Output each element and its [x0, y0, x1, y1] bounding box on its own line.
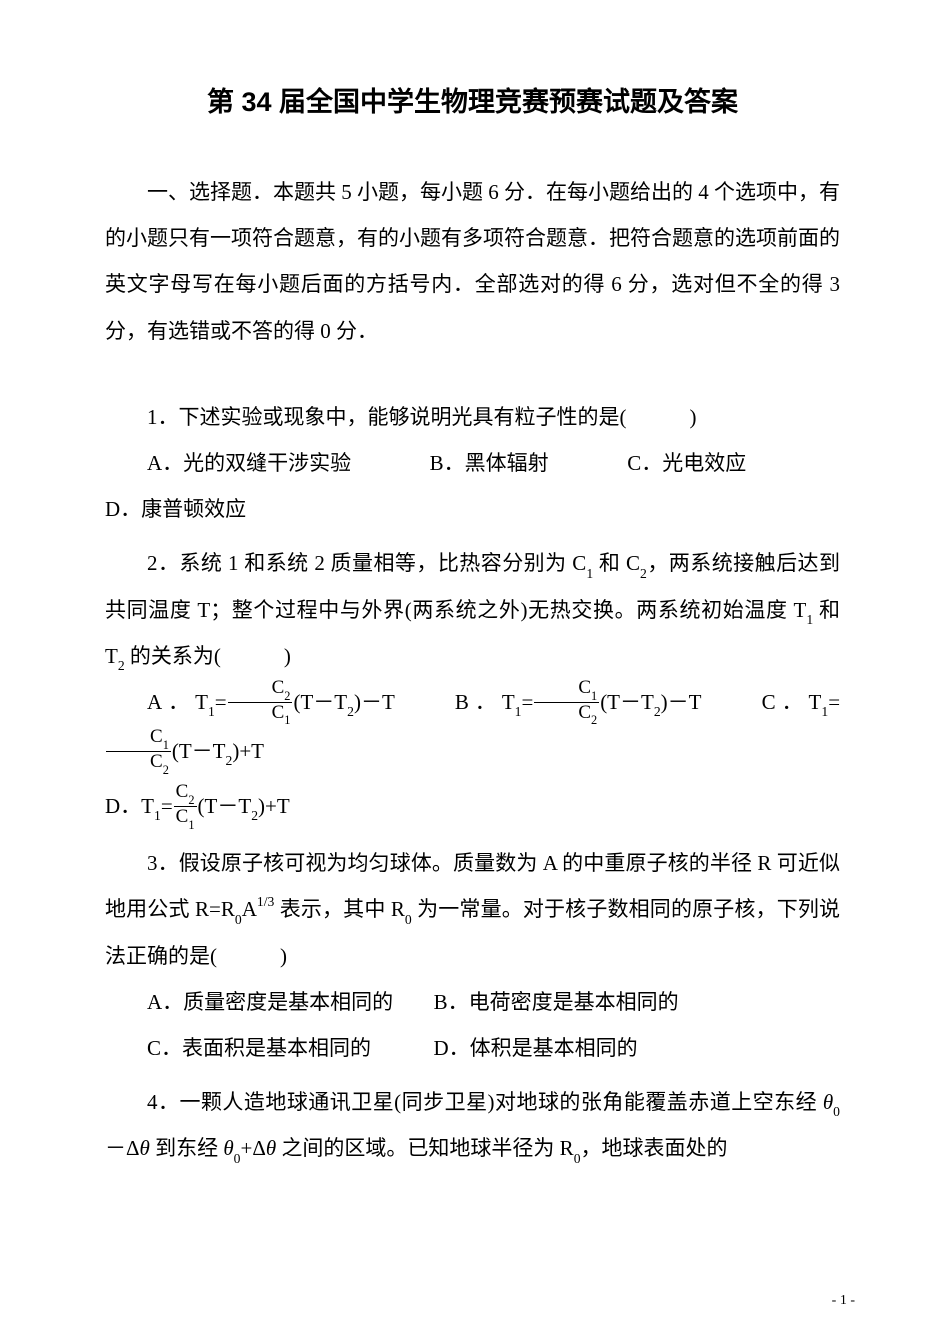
q4-sub0c: 0	[574, 1151, 581, 1166]
q2b-frac: C1C2	[534, 678, 599, 726]
q2d-end: )+T	[258, 794, 290, 818]
q2c-sub2: 2	[226, 753, 233, 768]
q3-p3: 表示，其中 R	[274, 897, 405, 921]
q1-stem: 1．下述实验或现象中，能够说明光具有粒子性的是( )	[105, 394, 840, 440]
q2-stem: 2．系统 1 和系统 2 质量相等，比热容分别为 C1 和 C2，两系统接触后达…	[105, 540, 840, 679]
q3-sup: 1/3	[257, 894, 274, 909]
q2d-sub2: 2	[251, 808, 258, 823]
q2c-num-s: 1	[163, 738, 169, 752]
q3-sub0b: 0	[405, 912, 412, 927]
q2b-sub: 1	[515, 704, 522, 719]
q2a-num-c: C	[272, 677, 285, 698]
q2a-end: )－T	[354, 690, 394, 714]
q2d-num-c: C	[176, 781, 189, 802]
q2c-sub: 1	[821, 704, 828, 719]
q4-p2: －Δ	[105, 1136, 140, 1160]
q2c-den-s: 2	[163, 763, 169, 777]
q2c-suf: (T－T	[172, 739, 226, 763]
q2d-eq: =	[161, 794, 173, 818]
q2-option-a: A．T1=C2C1(T－T2)－T	[147, 690, 406, 714]
question-4: 4．一颗人造地球通讯卫星(同步卫星)对地球的张角能覆盖赤道上空东经 θ0－Δθ …	[105, 1079, 840, 1171]
q2-sub1b: 1	[806, 612, 813, 627]
q4-sub0b: 0	[234, 1151, 241, 1166]
q2a-suf: (T－T	[293, 690, 347, 714]
q4-theta4: θ	[266, 1136, 276, 1160]
q4-stem: 4．一颗人造地球通讯卫星(同步卫星)对地球的张角能覆盖赤道上空东经 θ0－Δθ …	[105, 1079, 840, 1171]
q2c-frac: C1C2	[106, 727, 171, 775]
q2c-den-c: C	[150, 751, 163, 772]
q2b-eq: =	[521, 690, 533, 714]
q1-options-line1: A．光的双缝干涉实验 B．黑体辐射 C．光电效应	[105, 440, 840, 486]
q1-option-d: D．康普顿效应	[105, 486, 840, 532]
q2d-den-c: C	[176, 806, 189, 827]
q2d-pre: D．T	[105, 794, 154, 818]
q2d-sub: 1	[154, 808, 161, 823]
q3-options-ab: A．质量密度是基本相同的 B．电荷密度是基本相同的	[105, 979, 840, 1025]
q1-option-c: C．光电效应	[627, 451, 746, 475]
q2a-sub: 1	[208, 704, 215, 719]
q2-stem-p1: 2．系统 1 和系统 2 质量相等，比热容分别为 C	[147, 551, 586, 575]
q2a-den-s: 1	[284, 713, 290, 727]
q3-sub0a: 0	[235, 912, 242, 927]
q2b-den-c: C	[578, 702, 591, 723]
q4-p3: 到东经	[150, 1136, 224, 1160]
q2a-num-s: 2	[284, 689, 290, 703]
question-3: 3．假设原子核可视为均匀球体。质量数为 A 的中重原子核的半径 R 可近似地用公…	[105, 840, 840, 1071]
q2d-frac: C2C1	[174, 782, 197, 830]
q2-sub2b: 2	[118, 658, 125, 673]
q2a-pre: A．T	[147, 690, 208, 714]
q3-option-a: A．质量密度是基本相同的	[147, 990, 393, 1014]
q2b-num-s: 1	[591, 689, 597, 703]
q4-theta1: θ	[823, 1090, 833, 1114]
q2c-num-c: C	[150, 726, 163, 747]
q2d-num-s: 2	[188, 793, 194, 807]
page-title: 第 34 届全国中学生物理竞赛预赛试题及答案	[105, 80, 840, 119]
q2d-den-s: 1	[188, 818, 194, 832]
q4-p6: ，地球表面处的	[581, 1136, 728, 1160]
q1-option-a: A．光的双缝干涉实验	[147, 451, 351, 475]
q1-option-b: B．黑体辐射	[430, 451, 549, 475]
q4-p5: 之间的区域。已知地球半径为 R	[276, 1136, 574, 1160]
q2-options-abc: A．T1=C2C1(T－T2)－T B．T1=C1C2(T－T2)－T C．T1…	[105, 679, 840, 777]
q2-sub1: 1	[586, 566, 593, 581]
q2a-eq: =	[215, 690, 227, 714]
q2b-den-s: 2	[591, 713, 597, 727]
q4-theta3: θ	[223, 1136, 233, 1160]
q4-theta2: θ	[140, 1136, 150, 1160]
q3-p2: A	[242, 897, 257, 921]
q3-stem: 3．假设原子核可视为均匀球体。质量数为 A 的中重原子核的半径 R 可近似地用公…	[105, 840, 840, 979]
section-instructions: 一、选择题．本题共 5 小题，每小题 6 分．在每小题给出的 4 个选项中，有的…	[105, 169, 840, 354]
q2-option-b: B．T1=C1C2(T－T2)－T	[455, 690, 712, 714]
page-number: - 1 -	[832, 1293, 855, 1309]
q2-stem-p2: 和 C	[593, 551, 640, 575]
q2b-sub2: 2	[654, 704, 661, 719]
q2b-pre: B．T	[455, 690, 515, 714]
q3-option-d: D．体积是基本相同的	[434, 1036, 638, 1060]
question-1: 1．下述实验或现象中，能够说明光具有粒子性的是( ) A．光的双缝干涉实验 B．…	[105, 394, 840, 533]
q3-option-c: C．表面积是基本相同的	[147, 1036, 371, 1060]
q4-sub0a: 0	[833, 1104, 840, 1119]
q2-sub2: 2	[640, 566, 647, 581]
q2c-eq: =	[828, 690, 840, 714]
q2c-pre: C．T	[762, 690, 822, 714]
q2c-end: )+T	[232, 739, 264, 763]
q3-option-b: B．电荷密度是基本相同的	[434, 990, 679, 1014]
q2-option-d: D．T1=C2C1(T－T2)+T	[105, 783, 840, 832]
q2-stem-p5: 的关系为( )	[125, 644, 291, 668]
q2b-num-c: C	[578, 677, 591, 698]
q4-p4: +Δ	[241, 1136, 266, 1160]
q3-options-cd: C．表面积是基本相同的 D．体积是基本相同的	[105, 1025, 840, 1071]
q2d-suf: (T－T	[198, 794, 252, 818]
q2b-end: )－T	[661, 690, 701, 714]
q4-p1: 4．一颗人造地球通讯卫星(同步卫星)对地球的张角能覆盖赤道上空东经	[147, 1090, 823, 1114]
q2a-den-c: C	[272, 702, 285, 723]
q2a-sub2: 2	[347, 704, 354, 719]
q2b-suf: (T－T	[600, 690, 654, 714]
q2a-frac: C2C1	[228, 678, 293, 726]
question-2: 2．系统 1 和系统 2 质量相等，比热容分别为 C1 和 C2，两系统接触后达…	[105, 540, 840, 832]
